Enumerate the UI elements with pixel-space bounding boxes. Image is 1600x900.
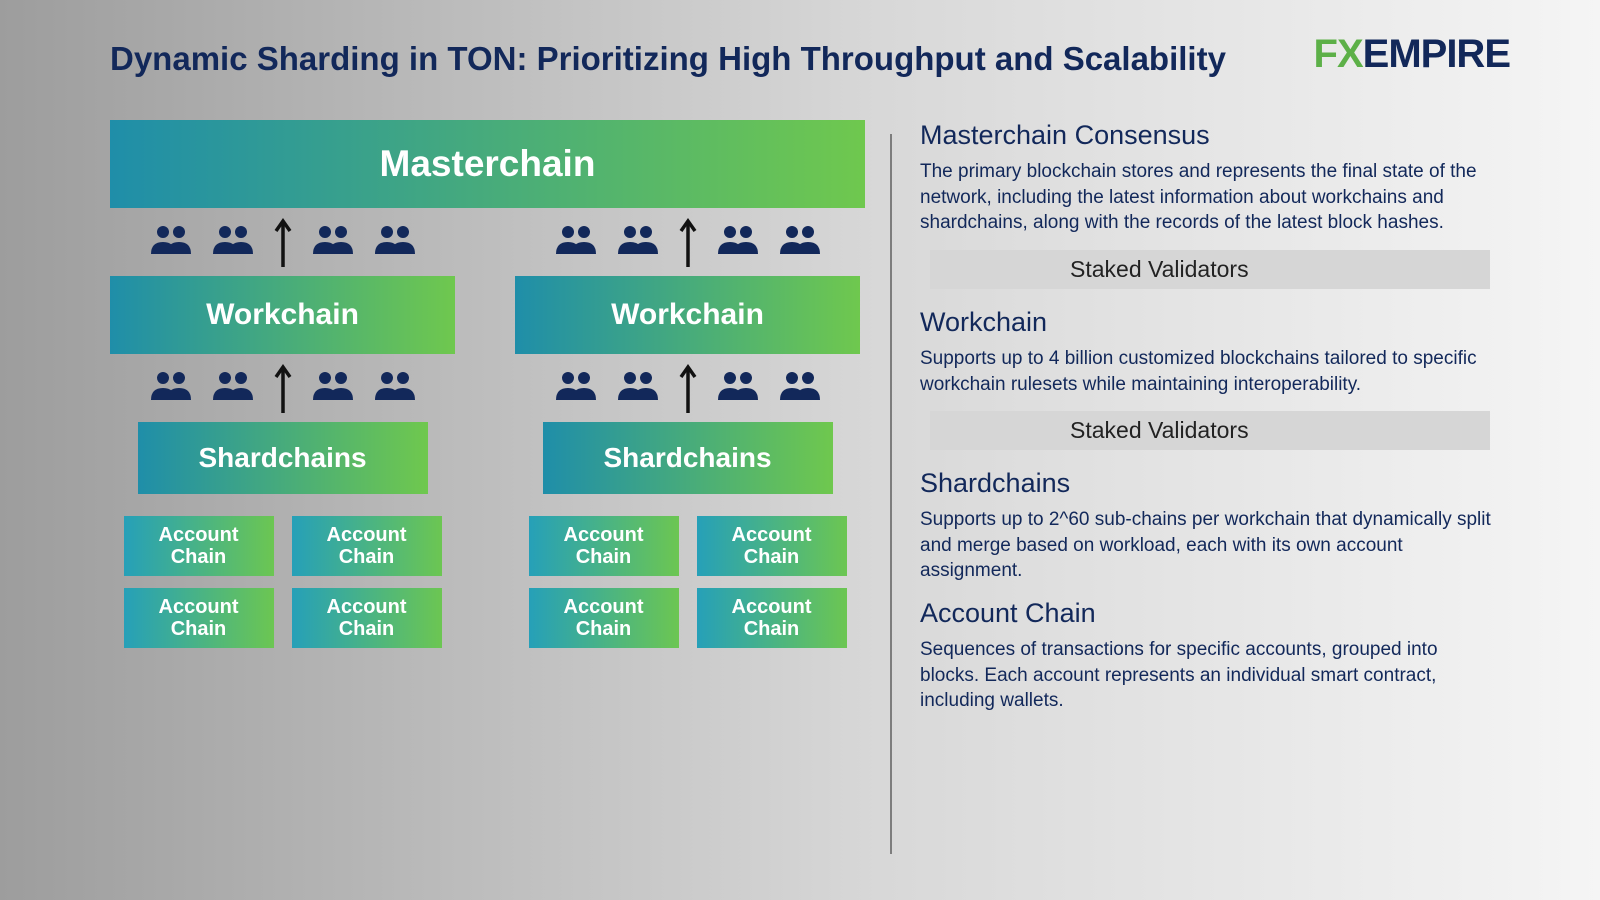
validators-row — [554, 208, 822, 276]
section-body: The primary blockchain stores and repres… — [920, 159, 1500, 236]
validators-icon — [716, 222, 760, 262]
validators-icon — [149, 222, 193, 262]
account-chain-node: AccountChain — [697, 588, 847, 648]
sharding-diagram: Masterchain Workchain Shardchains Accoun… — [110, 120, 870, 648]
account-chain-node: AccountChain — [124, 516, 274, 576]
account-chain-node: AccountChain — [292, 516, 442, 576]
workchain-node: Workchain — [515, 276, 860, 354]
validators-icon — [616, 368, 660, 408]
validators-icon — [778, 368, 822, 408]
account-chain-node: AccountChain — [697, 516, 847, 576]
account-grid: AccountChain AccountChain AccountChain A… — [529, 516, 847, 648]
account-chain-node: AccountChain — [124, 588, 274, 648]
diagram-column: Workchain Shardchains AccountChain Accou… — [515, 208, 860, 648]
validators-icon — [311, 368, 355, 408]
section-body: Supports up to 2^60 sub-chains per workc… — [920, 507, 1500, 584]
validator-band: Staked Validators — [930, 411, 1490, 450]
account-chain-node: AccountChain — [292, 588, 442, 648]
up-arrow-icon — [678, 217, 698, 267]
validators-icon — [373, 222, 417, 262]
account-chain-node: AccountChain — [529, 516, 679, 576]
validators-icon — [311, 222, 355, 262]
description-panel: Masterchain Consensus The primary blockc… — [920, 120, 1500, 728]
vertical-divider — [890, 134, 892, 854]
diagram-column: Workchain Shardchains AccountChain Accou… — [110, 208, 455, 648]
validators-icon — [149, 368, 193, 408]
validators-icon — [211, 222, 255, 262]
section-title: Masterchain Consensus — [920, 120, 1500, 151]
section-title: Account Chain — [920, 598, 1500, 629]
account-chain-node: AccountChain — [529, 588, 679, 648]
validators-icon — [373, 368, 417, 408]
account-grid: AccountChain AccountChain AccountChain A… — [124, 516, 442, 648]
section-body: Supports up to 4 billion customized bloc… — [920, 346, 1500, 397]
section-title: Shardchains — [920, 468, 1500, 499]
validators-icon — [554, 368, 598, 408]
validators-icon — [211, 368, 255, 408]
up-arrow-icon — [273, 363, 293, 413]
logo-empire: EMPIRE — [1363, 32, 1510, 76]
up-arrow-icon — [273, 217, 293, 267]
masterchain-node: Masterchain — [110, 120, 865, 208]
section-title: Workchain — [920, 307, 1500, 338]
shardchain-node: Shardchains — [543, 422, 833, 494]
validators-icon — [616, 222, 660, 262]
logo-fx: FX — [1314, 32, 1363, 76]
validators-icon — [778, 222, 822, 262]
shardchain-node: Shardchains — [138, 422, 428, 494]
validator-band: Staked Validators — [930, 250, 1490, 289]
workchain-node: Workchain — [110, 276, 455, 354]
up-arrow-icon — [678, 363, 698, 413]
validators-row — [554, 354, 822, 422]
validators-icon — [554, 222, 598, 262]
section-body: Sequences of transactions for specific a… — [920, 637, 1500, 714]
page-title: Dynamic Sharding in TON: Prioritizing Hi… — [110, 40, 1226, 78]
validators-row — [149, 354, 417, 422]
brand-logo: FXEMPIRE — [1314, 32, 1510, 77]
validators-row — [149, 208, 417, 276]
validators-icon — [716, 368, 760, 408]
